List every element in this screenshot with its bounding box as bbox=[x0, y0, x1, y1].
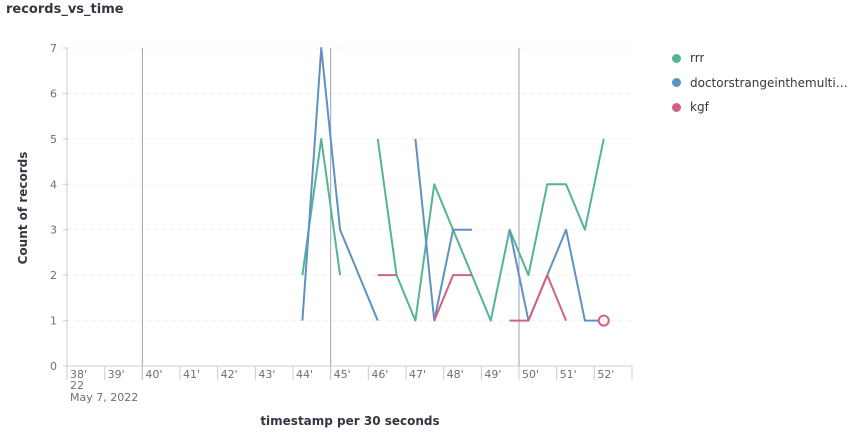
chart-title: records_vs_time bbox=[6, 2, 124, 17]
legend-dot-icon bbox=[672, 53, 681, 63]
x-tick-label: 40' bbox=[145, 368, 162, 381]
y-tick-label: 4 bbox=[50, 178, 57, 191]
legend-label: kgf bbox=[690, 100, 709, 115]
y-tick-label: 7 bbox=[50, 42, 57, 55]
series-line bbox=[376, 138, 605, 322]
grid-lines bbox=[67, 47, 632, 380]
axes: 0 1 2 3 4 5 6 7 38' 39' 40' 41' 42' 43' 44' 45' 46' 47' 48… bbox=[50, 42, 633, 404]
legend-item-rrr[interactable]: rrr bbox=[672, 46, 858, 71]
series-line bbox=[509, 274, 568, 322]
x-tick-label: 48' bbox=[447, 368, 464, 381]
x-tick-label: 49' bbox=[484, 368, 501, 381]
x-tick-label: 38' bbox=[70, 368, 87, 381]
y-tick-label: 2 bbox=[50, 269, 57, 282]
series-line bbox=[301, 47, 379, 321]
x-tick-label: 43' bbox=[258, 368, 275, 381]
x-tick-label: 44' bbox=[296, 368, 313, 381]
x-tick-label: 47' bbox=[409, 368, 426, 381]
y-tick-label: 6 bbox=[50, 87, 57, 100]
series-1 bbox=[301, 47, 604, 322]
x-tick-label: 52' bbox=[597, 368, 614, 381]
legend-dot-icon bbox=[672, 78, 681, 88]
legend-dot-icon bbox=[672, 102, 681, 112]
x-sub-label: 22 bbox=[70, 379, 84, 392]
x-tick-label: 45' bbox=[334, 368, 351, 381]
x-axis-label: timestamp per 30 seconds bbox=[260, 414, 439, 428]
series-line bbox=[414, 138, 472, 322]
x-tick-label: 41' bbox=[183, 368, 200, 381]
x-tick-label: 39' bbox=[108, 368, 125, 381]
series-point bbox=[597, 314, 610, 327]
y-axis-label: Count of records bbox=[16, 152, 30, 265]
x-sub-label: May 7, 2022 bbox=[70, 391, 138, 404]
x-tick-label: 46' bbox=[371, 368, 388, 381]
series-line bbox=[433, 274, 472, 321]
y-tick-label: 3 bbox=[50, 224, 57, 237]
legend-item-doctorstrange[interactable]: doctorstrangeinthemulti… bbox=[672, 71, 858, 96]
series-lines bbox=[301, 47, 610, 327]
x-tick-label: 50' bbox=[522, 368, 539, 381]
series-line bbox=[301, 137, 342, 276]
series-line bbox=[508, 228, 604, 322]
legend-item-kgf[interactable]: kgf bbox=[672, 95, 858, 120]
y-tick-label: 0 bbox=[50, 360, 57, 373]
x-tick-label: 42' bbox=[221, 368, 238, 381]
legend: rrr doctorstrangeinthemulti… kgf bbox=[672, 46, 858, 120]
series-2 bbox=[377, 274, 568, 322]
x-tick-label: 51' bbox=[560, 368, 577, 381]
y-tick-label: 1 bbox=[50, 315, 57, 328]
legend-label: rrr bbox=[690, 51, 705, 66]
y-tick-label: 5 bbox=[50, 133, 57, 146]
legend-label: doctorstrangeinthemulti… bbox=[690, 75, 848, 90]
